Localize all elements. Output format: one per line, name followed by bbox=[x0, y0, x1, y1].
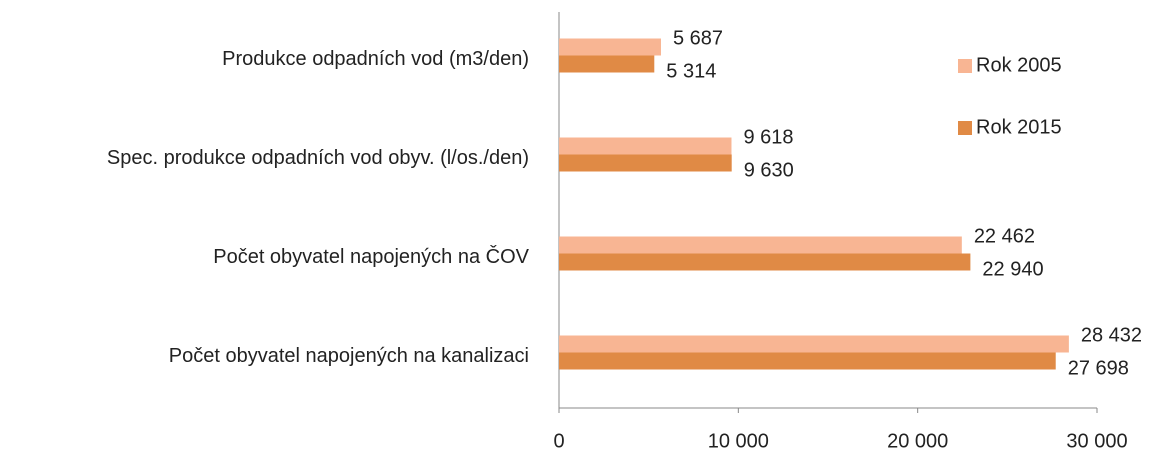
value-label: 22 462 bbox=[974, 225, 1035, 247]
value-label: 9 618 bbox=[743, 126, 793, 148]
value-label: 9 630 bbox=[744, 159, 794, 181]
legend-swatch bbox=[958, 121, 972, 135]
y-tick-label: Spec. produkce odpadních vod obyv. (l/os… bbox=[107, 147, 529, 169]
value-label: 5 687 bbox=[673, 27, 723, 49]
y-tick-label: Produkce odpadních vod (m3/den) bbox=[222, 48, 529, 70]
bar bbox=[559, 55, 655, 73]
x-tick-label: 30 000 bbox=[1066, 430, 1127, 452]
value-label: 27 698 bbox=[1068, 357, 1129, 379]
x-tick-label: 20 000 bbox=[887, 430, 948, 452]
bar bbox=[559, 335, 1069, 353]
legend-label: Rok 2005 bbox=[976, 54, 1062, 76]
x-tick-label: 10 000 bbox=[708, 430, 769, 452]
x-tick-label: 0 bbox=[553, 430, 564, 452]
y-tick-label: Počet obyvatel napojených na ČOV bbox=[213, 245, 529, 268]
bar bbox=[559, 154, 732, 172]
bar bbox=[559, 38, 661, 56]
value-label: 28 432 bbox=[1081, 324, 1142, 346]
bar bbox=[559, 253, 971, 271]
y-tick-label: Počet obyvatel napojených na kanalizaci bbox=[169, 345, 529, 367]
bar bbox=[559, 236, 962, 254]
legend-label: Rok 2015 bbox=[976, 116, 1062, 138]
value-label: 5 314 bbox=[666, 60, 716, 82]
value-label: 22 940 bbox=[982, 258, 1043, 280]
bar bbox=[559, 137, 732, 155]
legend-swatch bbox=[958, 59, 972, 73]
bar bbox=[559, 352, 1056, 370]
